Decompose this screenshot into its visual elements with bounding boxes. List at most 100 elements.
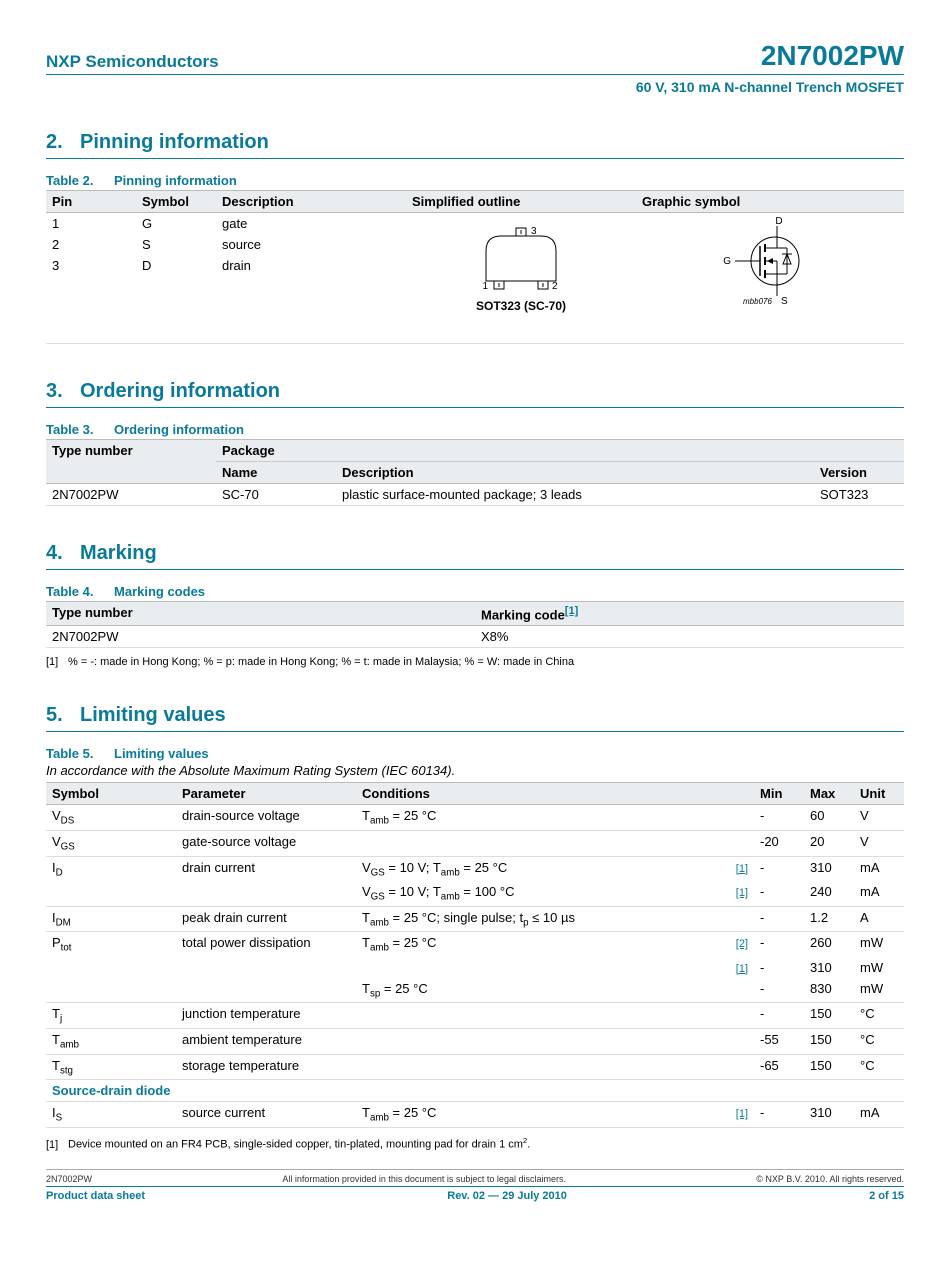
cell-min: -20 xyxy=(754,830,804,856)
table-num: Table 4. xyxy=(46,584,114,599)
section-num: 2. xyxy=(46,131,80,154)
cell-sym: D xyxy=(136,255,216,344)
cell-type: 2N7002PW xyxy=(46,484,216,506)
footer-doctype: Product data sheet xyxy=(46,1190,145,1202)
cell-sym: VGS xyxy=(46,830,176,856)
footer-bar: Product data sheet Rev. 02 — 29 July 201… xyxy=(46,1186,904,1202)
cell-sym: Ptot xyxy=(46,932,176,957)
graphic-cell: D G S mbb076 xyxy=(636,213,904,344)
page: NXP Semiconductors 2N7002PW 60 V, 310 mA… xyxy=(0,0,950,1222)
subtitle: 60 V, 310 mA N-channel Trench MOSFET xyxy=(46,79,904,95)
cell-max: 150 xyxy=(804,1003,854,1029)
ref-link[interactable]: [1] xyxy=(736,863,748,875)
th-name: Name xyxy=(216,462,336,484)
cell-cond: VGS = 10 V; Tamb = 25 °C xyxy=(356,856,714,881)
cell-ref: [2] xyxy=(714,932,754,957)
section-num: 3. xyxy=(46,380,80,403)
cell-cond xyxy=(356,1003,714,1029)
cell-ref: [1] xyxy=(714,856,754,881)
cell-min: - xyxy=(754,1102,804,1128)
footer-rev: Rev. 02 — 29 July 2010 xyxy=(447,1190,567,1202)
table-2-caption: Table 2.Pinning information xyxy=(46,173,904,188)
cell-sym: Tamb xyxy=(46,1029,176,1055)
th-min: Min xyxy=(754,783,804,805)
cell-ref: [1] xyxy=(714,1102,754,1128)
table-5-footnote: [1]Device mounted on an FR4 PCB, single-… xyxy=(46,1136,904,1151)
cell-code: X8% xyxy=(475,626,904,648)
footer-copyright: © NXP B.V. 2010. All rights reserved. xyxy=(756,1174,904,1184)
cell-unit: °C xyxy=(854,1003,904,1029)
ref-link[interactable]: [2] xyxy=(736,938,748,950)
subsection-source-drain: Source-drain diode xyxy=(46,1080,904,1102)
cell-desc: plastic surface-mounted package; 3 leads xyxy=(336,484,814,506)
ref-link[interactable]: [1] xyxy=(736,887,748,899)
table-5-subcaption: In accordance with the Absolute Maximum … xyxy=(46,763,904,778)
cell-sym xyxy=(46,957,176,978)
header: NXP Semiconductors 2N7002PW xyxy=(46,40,904,75)
cell-sym: IS xyxy=(46,1102,176,1128)
cell-param: peak drain current xyxy=(176,906,356,932)
ref-link[interactable]: [1] xyxy=(736,1108,748,1120)
outline-label: SOT323 (SC-70) xyxy=(466,299,576,313)
section-4-title: 4.Marking xyxy=(46,542,904,570)
cell-min: - xyxy=(754,881,804,906)
table-5-caption: Table 5.Limiting values xyxy=(46,746,904,761)
footnote-text: Device mounted on an FR4 PCB, single-sid… xyxy=(68,1139,523,1151)
cell-unit: A xyxy=(854,906,904,932)
table-num: Table 2. xyxy=(46,173,114,188)
th-desc: Description xyxy=(336,462,814,484)
cell-unit: °C xyxy=(854,1029,904,1055)
section-3-title: 3.Ordering information xyxy=(46,380,904,408)
cell-param: drain-source voltage xyxy=(176,805,356,831)
cell-max: 310 xyxy=(804,1102,854,1128)
th-pin: Pin xyxy=(46,191,136,213)
cell-ref xyxy=(714,1003,754,1029)
table-marking: Type number Marking code[1] 2N7002PW X8% xyxy=(46,601,904,648)
cell-unit: mA xyxy=(854,856,904,881)
cell-max: 20 xyxy=(804,830,854,856)
ref-link[interactable]: [1] xyxy=(565,605,578,617)
th-type: Type number xyxy=(46,602,475,626)
table-title: Marking codes xyxy=(114,584,205,599)
cell-sym: Tj xyxy=(46,1003,176,1029)
table-pinning: Pin Symbol Description Simplified outlin… xyxy=(46,190,904,344)
section-2-title: 2.Pinning information xyxy=(46,131,904,159)
th-unit: Unit xyxy=(854,783,904,805)
footer-page: 2 of 15 xyxy=(869,1190,904,1202)
cell-sym: Tstg xyxy=(46,1054,176,1080)
table-ordering: Type number Package Name Description Ver… xyxy=(46,439,904,506)
cell-cond: VGS = 10 V; Tamb = 100 °C xyxy=(356,881,714,906)
cell-cond: Tamb = 25 °C xyxy=(356,1102,714,1128)
th-param: Parameter xyxy=(176,783,356,805)
th-ver: Version xyxy=(814,462,904,484)
cell-max: 310 xyxy=(804,856,854,881)
package-outline-diagram: 3 1 2 SOT323 (SC-70) xyxy=(466,216,576,313)
table-4-footnote: [1]% = -: made in Hong Kong; % = p: made… xyxy=(46,656,904,668)
cell-max: 150 xyxy=(804,1029,854,1055)
cell-pin: 1 xyxy=(46,213,136,235)
cell-ref xyxy=(714,805,754,831)
cell-max: 830 xyxy=(804,978,854,1003)
th-symbol: Symbol xyxy=(136,191,216,213)
cell-param xyxy=(176,881,356,906)
cell-min: - xyxy=(754,978,804,1003)
svg-text:1: 1 xyxy=(482,281,488,292)
cell-desc: drain xyxy=(216,255,406,344)
cell-param: storage temperature xyxy=(176,1054,356,1080)
footnote-num: [1] xyxy=(46,656,68,668)
cell-sym: VDS xyxy=(46,805,176,831)
cell-unit: V xyxy=(854,805,904,831)
cell-param: ambient temperature xyxy=(176,1029,356,1055)
cell-min: - xyxy=(754,932,804,957)
section-text: Marking xyxy=(80,542,157,564)
ref-link[interactable]: [1] xyxy=(736,963,748,975)
th-cond: Conditions xyxy=(356,783,714,805)
cell-sym: IDM xyxy=(46,906,176,932)
section-text: Pinning information xyxy=(80,131,269,153)
cell-max: 240 xyxy=(804,881,854,906)
cell-param: gate-source voltage xyxy=(176,830,356,856)
cell-unit: mA xyxy=(854,1102,904,1128)
table-title: Ordering information xyxy=(114,422,244,437)
cell-unit: V xyxy=(854,830,904,856)
cell-max: 260 xyxy=(804,932,854,957)
